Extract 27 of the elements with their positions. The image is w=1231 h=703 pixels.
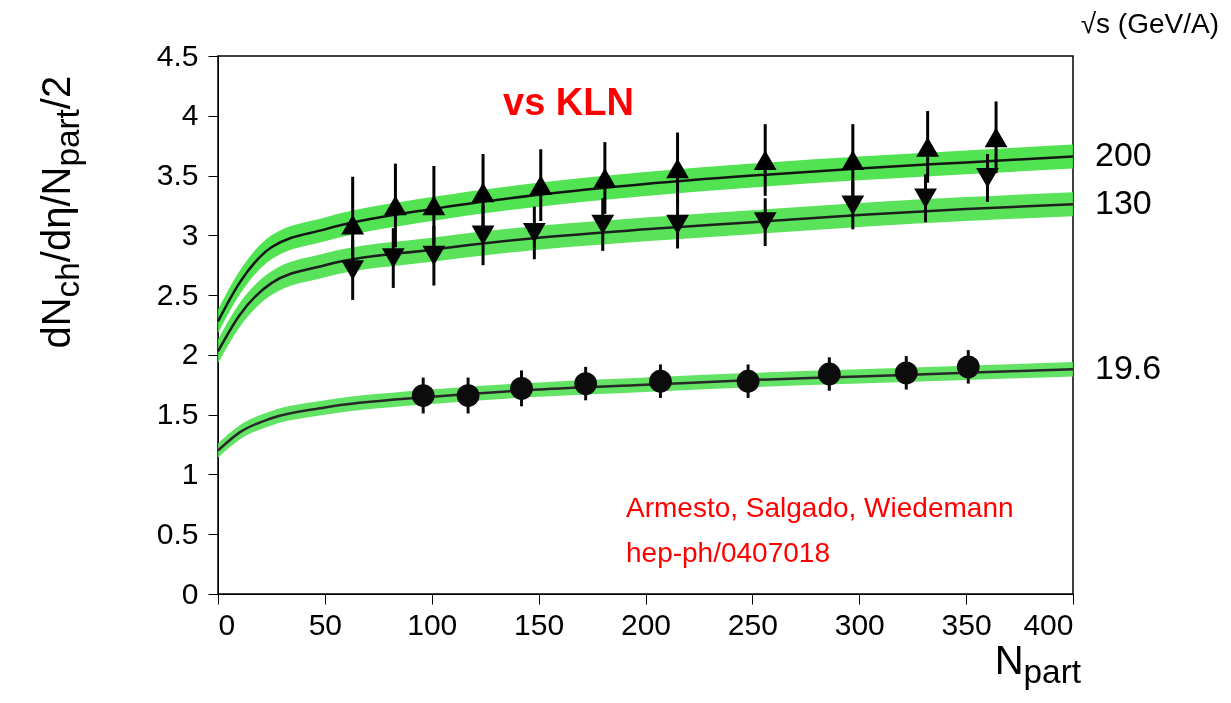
y-tick-label: 4.5 bbox=[156, 38, 199, 72]
x-tick-label: 200 bbox=[620, 607, 672, 641]
annotation: hep-ph/0407018 bbox=[626, 537, 830, 568]
y-tick-label: 0.5 bbox=[156, 516, 199, 550]
legend-title: √s (GeV/A) bbox=[1080, 8, 1219, 39]
x-tick-label: 50 bbox=[308, 607, 343, 641]
text: vs KLN bbox=[503, 81, 634, 123]
x-axis-title: N$_{part}$ bbox=[994, 638, 1081, 690]
y-tick-label: 2.5 bbox=[156, 277, 199, 311]
series-label: 19.6 bbox=[1095, 348, 1162, 387]
x-tick-label: 300 bbox=[834, 607, 885, 641]
series-label: 130 bbox=[1095, 183, 1152, 222]
y-tick-label: 3 bbox=[181, 217, 199, 251]
x-tick-label: 0 bbox=[218, 607, 236, 641]
series-label: 200 bbox=[1095, 135, 1152, 174]
x-tick-label: 150 bbox=[514, 607, 565, 641]
x-tick-label: 350 bbox=[941, 607, 992, 641]
annotation: Armesto, Salgado, Wiedemann bbox=[626, 492, 1014, 523]
x-tick-label: 250 bbox=[727, 607, 778, 641]
y-tick-label: 1 bbox=[181, 456, 199, 490]
x-tick-label: 400 bbox=[1023, 607, 1074, 641]
y-tick-label: 2 bbox=[181, 337, 199, 371]
y-tick-label: 0 bbox=[181, 576, 199, 610]
x-tick-label: 100 bbox=[407, 607, 458, 641]
y-tick-label: 3.5 bbox=[156, 158, 199, 192]
y-tick-label: 1.5 bbox=[156, 397, 199, 431]
y-tick-label: 4 bbox=[181, 98, 199, 132]
